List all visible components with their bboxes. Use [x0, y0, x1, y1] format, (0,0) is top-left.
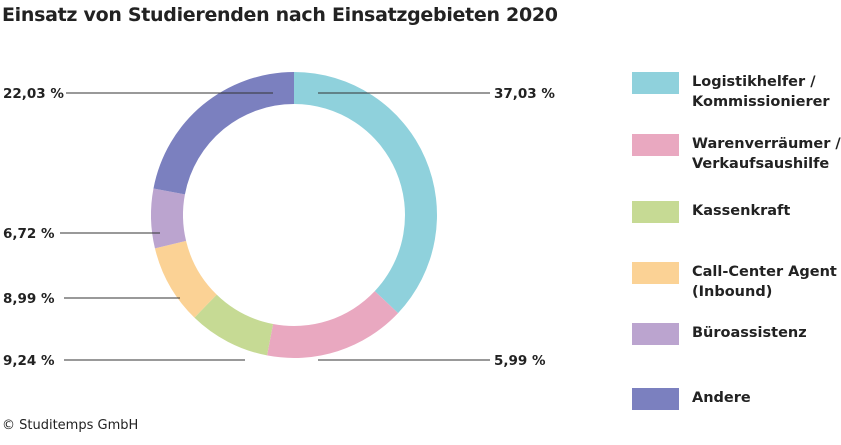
chart-title: Einsatz von Studierenden nach Einsatzgeb…: [2, 4, 558, 26]
credit: © Studitemps GmbH: [2, 418, 139, 433]
legend-item: Büroassistenz: [632, 323, 807, 345]
legend-swatch: [632, 323, 679, 345]
data-label: 37,03 %: [494, 86, 555, 102]
legend-swatch: [632, 201, 679, 223]
slice-2: [267, 291, 399, 358]
legend-swatch: [632, 72, 679, 94]
legend-item: Andere: [632, 388, 751, 410]
legend-label: Büroassistenz: [692, 325, 807, 341]
legend-label: Warenverräumer / Verkaufsaushilfe: [692, 136, 841, 172]
slice-1: [294, 72, 437, 314]
slice-6: [153, 72, 294, 195]
legend-item: Logistikhelfer / Kommissionierer: [632, 72, 830, 112]
slice-4: [154, 240, 217, 318]
legend-swatch: [632, 134, 679, 156]
data-label: 22,03 %: [3, 86, 64, 102]
data-label: 9,24 %: [3, 353, 55, 369]
legend-swatch: [632, 262, 679, 284]
legend-item: Warenverräumer / Verkaufsaushilfe: [632, 134, 841, 174]
slice-5: [151, 188, 187, 249]
legend-swatch: [632, 388, 679, 410]
legend-label: Logistikhelfer / Kommissionierer: [692, 74, 830, 110]
slice-3: [194, 294, 274, 356]
legend-item: Call-Center Agent (Inbound): [632, 262, 837, 302]
data-label: 6,72 %: [3, 226, 55, 242]
data-label: 8,99 %: [3, 291, 55, 307]
data-label: 5,99 %: [494, 353, 546, 369]
legend-item: Kassenkraft: [632, 201, 790, 223]
legend-label: Andere: [692, 390, 751, 406]
legend-label: Call-Center Agent (Inbound): [692, 264, 837, 300]
legend-label: Kassenkraft: [692, 203, 791, 219]
